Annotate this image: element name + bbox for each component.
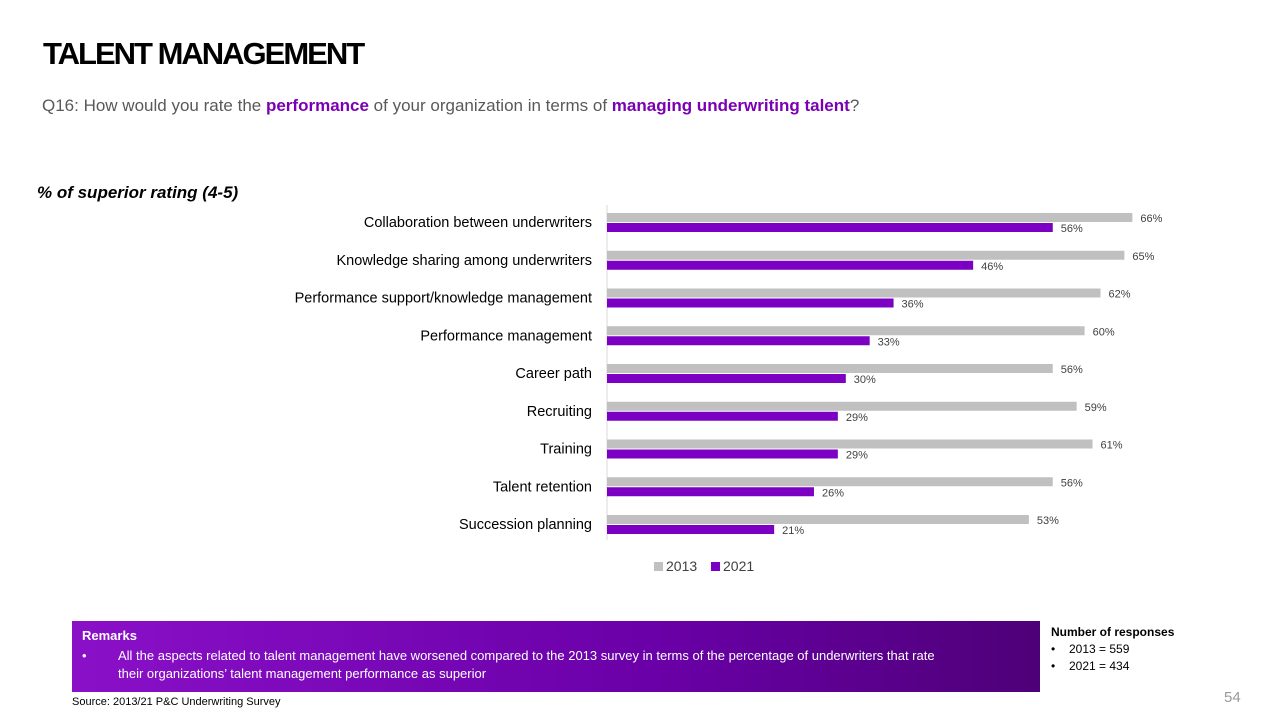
data-label-2021: 56% [1061,223,1083,235]
remarks-text: All the aspects related to talent manage… [118,648,935,681]
question-text-3: ? [849,96,860,115]
bar-2021 [607,260,974,270]
question-highlight-talent: managing underwriting talent [611,96,850,115]
bar-2013 [607,477,1053,487]
data-label-2013: 62% [1109,289,1131,301]
bullet-icon: • [82,648,87,663]
source-note: Source: 2013/21 P&C Underwriting Survey [72,696,281,708]
data-label-2013: 65% [1132,251,1154,263]
legend-label-2013: 2013 [666,558,697,574]
bar-2021 [607,374,846,383]
bar-chart: Collaboration between underwriters 66% 56%… [295,205,1163,574]
bar-2013 [607,515,1029,524]
bar-2021 [607,449,838,459]
data-label-2013: 61% [1101,440,1123,452]
data-label-2021: 29% [846,450,868,462]
bar-2021 [607,298,894,308]
legend-swatch-2021 [711,562,720,571]
remarks-box: Remarks • All the aspects related to tal… [72,621,1040,692]
bar-2013 [607,250,1125,260]
category-label: Performance management [420,328,592,344]
data-label-2021: 21% [782,525,804,537]
bar-2013 [607,326,1085,336]
data-label-2013: 59% [1085,402,1107,414]
bar-2013 [607,364,1053,373]
rating-label: % of superior rating (4-5) [37,183,239,202]
bullet-icon: • [1051,659,1056,673]
data-label-2013: 60% [1093,326,1115,338]
data-label-2013: 66% [1140,213,1162,225]
remarks-title: Remarks [82,628,137,643]
data-label-2021: 30% [854,374,876,386]
remarks-item: • All the aspects related to talent mana… [82,647,1030,683]
data-label-2013: 53% [1037,515,1059,527]
responses-item-2021: • 2021 = 434 [1051,658,1174,675]
page-title: TALENT MANAGEMENT [43,36,365,71]
bar-2013 [607,288,1101,298]
bullet-icon: • [1051,642,1056,656]
question-text-2: of your organization in terms of [368,96,612,115]
category-label: Talent retention [493,479,592,495]
data-label-2013: 56% [1061,477,1083,489]
responses-title: Number of responses [1051,625,1175,639]
data-label-2013: 56% [1061,364,1083,376]
bar-2021 [607,336,870,346]
responses-item-2013: • 2013 = 559 [1051,641,1174,658]
bar-2021 [607,223,1053,232]
question-highlight-performance: performance [265,96,369,115]
data-label-2021: 26% [822,487,844,499]
category-label: Training [540,442,592,458]
legend-swatch-2013 [654,562,663,571]
bar-2013 [607,401,1077,411]
category-label: Performance support/knowledge management [295,291,592,307]
data-label-2021: 33% [878,336,900,348]
responses-box: Number of responses • 2013 = 559 • 2021 = … [1051,625,1174,675]
bar-2013 [607,213,1133,222]
category-label: Succession planning [459,517,592,533]
bar-2021 [607,411,838,421]
responses-value-2021: 2021 = 434 [1069,659,1130,673]
data-label-2021: 36% [902,299,924,311]
category-label: Knowledge sharing among underwriters [336,253,592,269]
bar-2021 [607,525,775,534]
bar-2013 [607,439,1093,449]
category-label: Collaboration between underwriters [364,215,592,231]
bar-2021 [607,487,814,497]
question-text-1: Q16: How would you rate the [42,96,266,115]
category-label: Recruiting [527,404,592,420]
data-label-2021: 46% [981,261,1003,273]
responses-value-2013: 2013 = 559 [1069,642,1130,656]
survey-question: Q16: How would you rate the performance … [42,96,859,116]
page-number: 54 [1224,689,1241,706]
category-label: Career path [515,366,592,382]
legend-label-2021: 2021 [723,558,754,574]
data-label-2021: 29% [846,412,868,424]
